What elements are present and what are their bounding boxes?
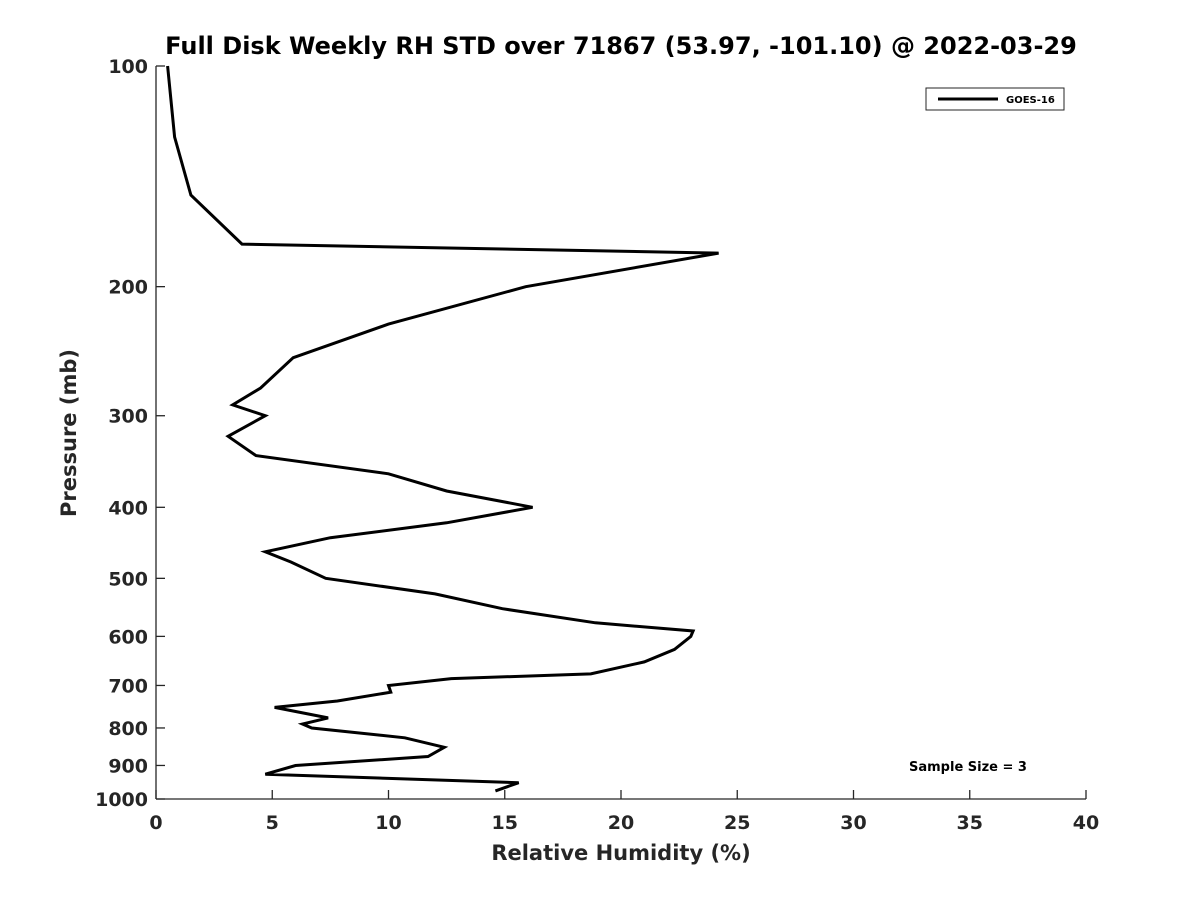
series-line-goes-16 [166,65,719,793]
y-tick-label: 500 [108,568,148,590]
x-tick-label: 35 [957,812,983,834]
y-tick-label: 800 [108,718,148,740]
y-tick-label: 600 [108,626,148,648]
y-tick-label: 100 [108,56,148,78]
x-tick-label: 25 [724,812,750,834]
x-ticks: 0 5 10 15 20 25 30 35 40 [149,790,1099,834]
chart-title: Full Disk Weekly RH STD over 71867 (53.9… [165,32,1077,60]
legend-label-goes-16: GOES-16 [1006,95,1055,106]
y-tick-label: 1000 [95,789,148,811]
x-tick-label: 30 [840,812,866,834]
y-tick-label: 300 [108,406,148,428]
series-layer [166,65,719,793]
x-tick-label: 0 [149,812,162,834]
x-axis-label: Relative Humidity (%) [491,841,750,865]
y-tick-label: 400 [108,497,148,519]
sample-size-annotation: Sample Size = 3 [909,760,1027,775]
x-tick-label: 20 [608,812,634,834]
x-tick-label: 15 [492,812,518,834]
legend: GOES-16 [925,87,1065,111]
y-tick-label: 200 [108,277,148,299]
y-tick-label: 900 [108,755,148,777]
y-axis-label: Pressure (mb) [57,349,81,517]
y-ticks: 100 200 300 400 500 600 700 800 900 1000 [95,56,165,811]
x-tick-label: 5 [266,812,279,834]
x-tick-label: 10 [375,812,401,834]
x-tick-label: 40 [1073,812,1099,834]
y-tick-label: 700 [108,675,148,697]
